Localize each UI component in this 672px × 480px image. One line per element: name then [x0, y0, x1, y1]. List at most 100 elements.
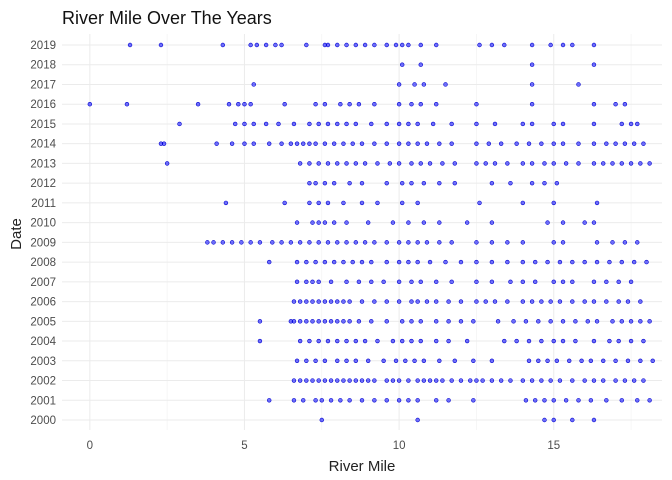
- data-point: [520, 299, 526, 304]
- data-point: [313, 141, 318, 146]
- data-point: [489, 180, 495, 186]
- data-point: [622, 240, 628, 245]
- data-point: [331, 259, 337, 265]
- data-point: [297, 299, 303, 304]
- y-tick-label: 2011: [31, 198, 56, 210]
- data-point: [529, 102, 535, 107]
- data-point: [437, 180, 442, 186]
- data-point: [291, 398, 297, 403]
- data-point: [582, 378, 587, 383]
- data-point: [591, 220, 597, 225]
- data-point: [446, 299, 451, 304]
- data-point: [362, 240, 368, 245]
- data-point: [570, 378, 575, 383]
- data-point: [375, 200, 380, 206]
- data-point: [616, 338, 621, 344]
- data-point: [458, 378, 464, 383]
- data-point: [310, 378, 315, 383]
- data-point: [418, 319, 423, 324]
- data-point: [362, 161, 368, 166]
- data-point: [409, 319, 414, 324]
- data-point: [331, 141, 337, 146]
- data-point: [551, 200, 556, 206]
- data-point: [424, 299, 430, 304]
- data-point: [437, 358, 442, 363]
- data-point: [211, 240, 216, 245]
- data-point: [415, 398, 420, 403]
- data-point: [616, 299, 621, 304]
- data-point: [591, 378, 597, 383]
- data-point: [365, 220, 371, 225]
- data-point: [307, 338, 312, 344]
- data-point: [381, 279, 386, 285]
- data-point: [536, 358, 541, 363]
- data-point: [474, 121, 479, 127]
- data-point: [594, 259, 600, 265]
- data-point: [514, 141, 519, 146]
- data-point: [341, 200, 346, 206]
- data-point: [220, 240, 226, 245]
- data-point: [322, 299, 328, 304]
- data-point: [288, 240, 294, 245]
- y-tick-label: 2014: [30, 139, 56, 151]
- data-point: [288, 141, 294, 146]
- data-point: [87, 102, 93, 107]
- data-point: [591, 417, 597, 423]
- data-point: [520, 240, 526, 245]
- data-point: [557, 299, 563, 304]
- data-point: [628, 319, 634, 324]
- data-point: [551, 161, 556, 166]
- data-point: [328, 299, 334, 304]
- data-point: [409, 180, 414, 186]
- data-point: [384, 121, 389, 127]
- data-point: [267, 259, 272, 265]
- data-point: [409, 102, 414, 107]
- data-point: [551, 417, 556, 423]
- data-point: [177, 121, 182, 127]
- data-point: [560, 141, 566, 146]
- data-point: [400, 42, 405, 48]
- data-point: [631, 259, 637, 265]
- data-point: [322, 220, 328, 225]
- data-point: [628, 121, 634, 127]
- data-point: [393, 42, 399, 48]
- data-point: [594, 200, 600, 206]
- data-point: [335, 319, 340, 324]
- data-point: [344, 42, 349, 48]
- data-point: [434, 378, 439, 383]
- data-point: [458, 299, 464, 304]
- data-point: [548, 319, 553, 324]
- data-point: [387, 161, 393, 166]
- x-tick-label: 5: [241, 440, 247, 452]
- data-point: [638, 299, 643, 304]
- data-point: [313, 180, 318, 186]
- data-point: [554, 358, 560, 363]
- data-point: [610, 240, 615, 245]
- data-point: [532, 398, 538, 403]
- data-point: [322, 141, 328, 146]
- data-point: [424, 240, 430, 245]
- data-point: [415, 200, 420, 206]
- data-point: [270, 240, 275, 245]
- data-point: [322, 378, 328, 383]
- data-point: [307, 141, 312, 146]
- data-point: [282, 200, 287, 206]
- data-point: [449, 121, 454, 127]
- data-point: [576, 161, 581, 166]
- data-point: [554, 180, 560, 186]
- data-point: [415, 299, 420, 304]
- data-point: [291, 378, 297, 383]
- data-point: [381, 358, 386, 363]
- y-tick-label: 2007: [30, 277, 56, 289]
- data-point: [628, 338, 634, 344]
- data-point: [338, 398, 343, 403]
- data-point: [601, 161, 606, 166]
- data-point: [619, 161, 624, 166]
- data-point: [415, 141, 420, 146]
- data-point: [325, 200, 331, 206]
- data-point: [477, 200, 482, 206]
- data-point: [529, 161, 535, 166]
- data-point: [437, 220, 442, 225]
- data-point: [418, 161, 423, 166]
- data-point: [505, 240, 510, 245]
